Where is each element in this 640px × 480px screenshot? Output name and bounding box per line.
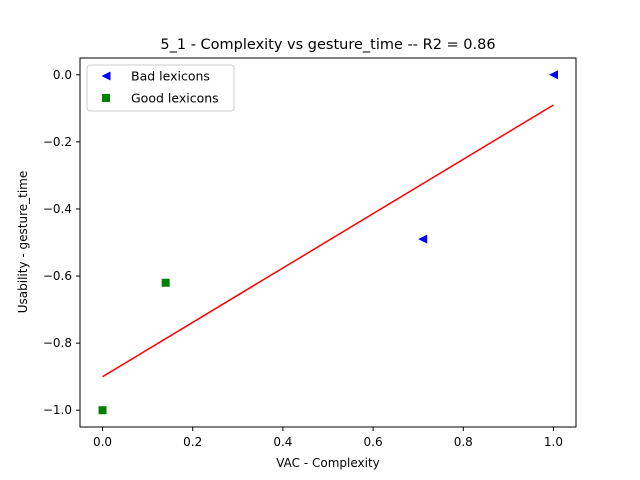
- chart-title: 5_1 - Complexity vs gesture_time -- R2 =…: [160, 37, 495, 53]
- x-tick-label: 1.0: [544, 435, 563, 449]
- legend: Bad lexicons Good lexicons: [86, 64, 235, 112]
- x-tick-label: 0.6: [364, 435, 383, 449]
- y-tick-label: 0.0: [53, 68, 72, 82]
- legend-marker: [102, 94, 110, 102]
- x-tick-label: 0.8: [454, 435, 473, 449]
- x-axis-label: VAC - Complexity: [276, 456, 380, 470]
- y-tick-label: −0.4: [43, 202, 72, 216]
- bad-lexicon-point: [418, 234, 428, 244]
- x-tick-label: 0.2: [183, 435, 202, 449]
- legend-label: Good lexicons: [131, 91, 219, 106]
- plot-frame: [79, 57, 577, 428]
- legend-frame: [86, 64, 235, 112]
- good-lexicon-point: [161, 278, 170, 287]
- regression-line: [102, 104, 554, 378]
- y-tick-label: −0.2: [43, 135, 72, 149]
- x-tick-label: 0.0: [93, 435, 112, 449]
- y-tick-label: −1.0: [43, 403, 72, 417]
- legend-marker: [101, 71, 111, 81]
- y-tick-label: −0.8: [43, 336, 72, 350]
- legend-label: Bad lexicons: [131, 69, 210, 84]
- bad-lexicon-point: [548, 70, 558, 80]
- y-axis-label: Usability - gesture_time: [16, 171, 30, 314]
- good-lexicon-point: [98, 406, 107, 415]
- x-tick-label: 0.4: [273, 435, 292, 449]
- y-tick-label: −0.6: [43, 269, 72, 283]
